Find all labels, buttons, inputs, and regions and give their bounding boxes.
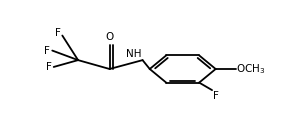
Text: NH: NH	[126, 49, 141, 59]
Text: OCH$_3$: OCH$_3$	[236, 62, 266, 76]
Text: F: F	[46, 62, 52, 72]
Text: F: F	[213, 91, 219, 101]
Text: F: F	[55, 28, 61, 38]
Text: O: O	[105, 32, 114, 42]
Text: F: F	[43, 46, 50, 56]
